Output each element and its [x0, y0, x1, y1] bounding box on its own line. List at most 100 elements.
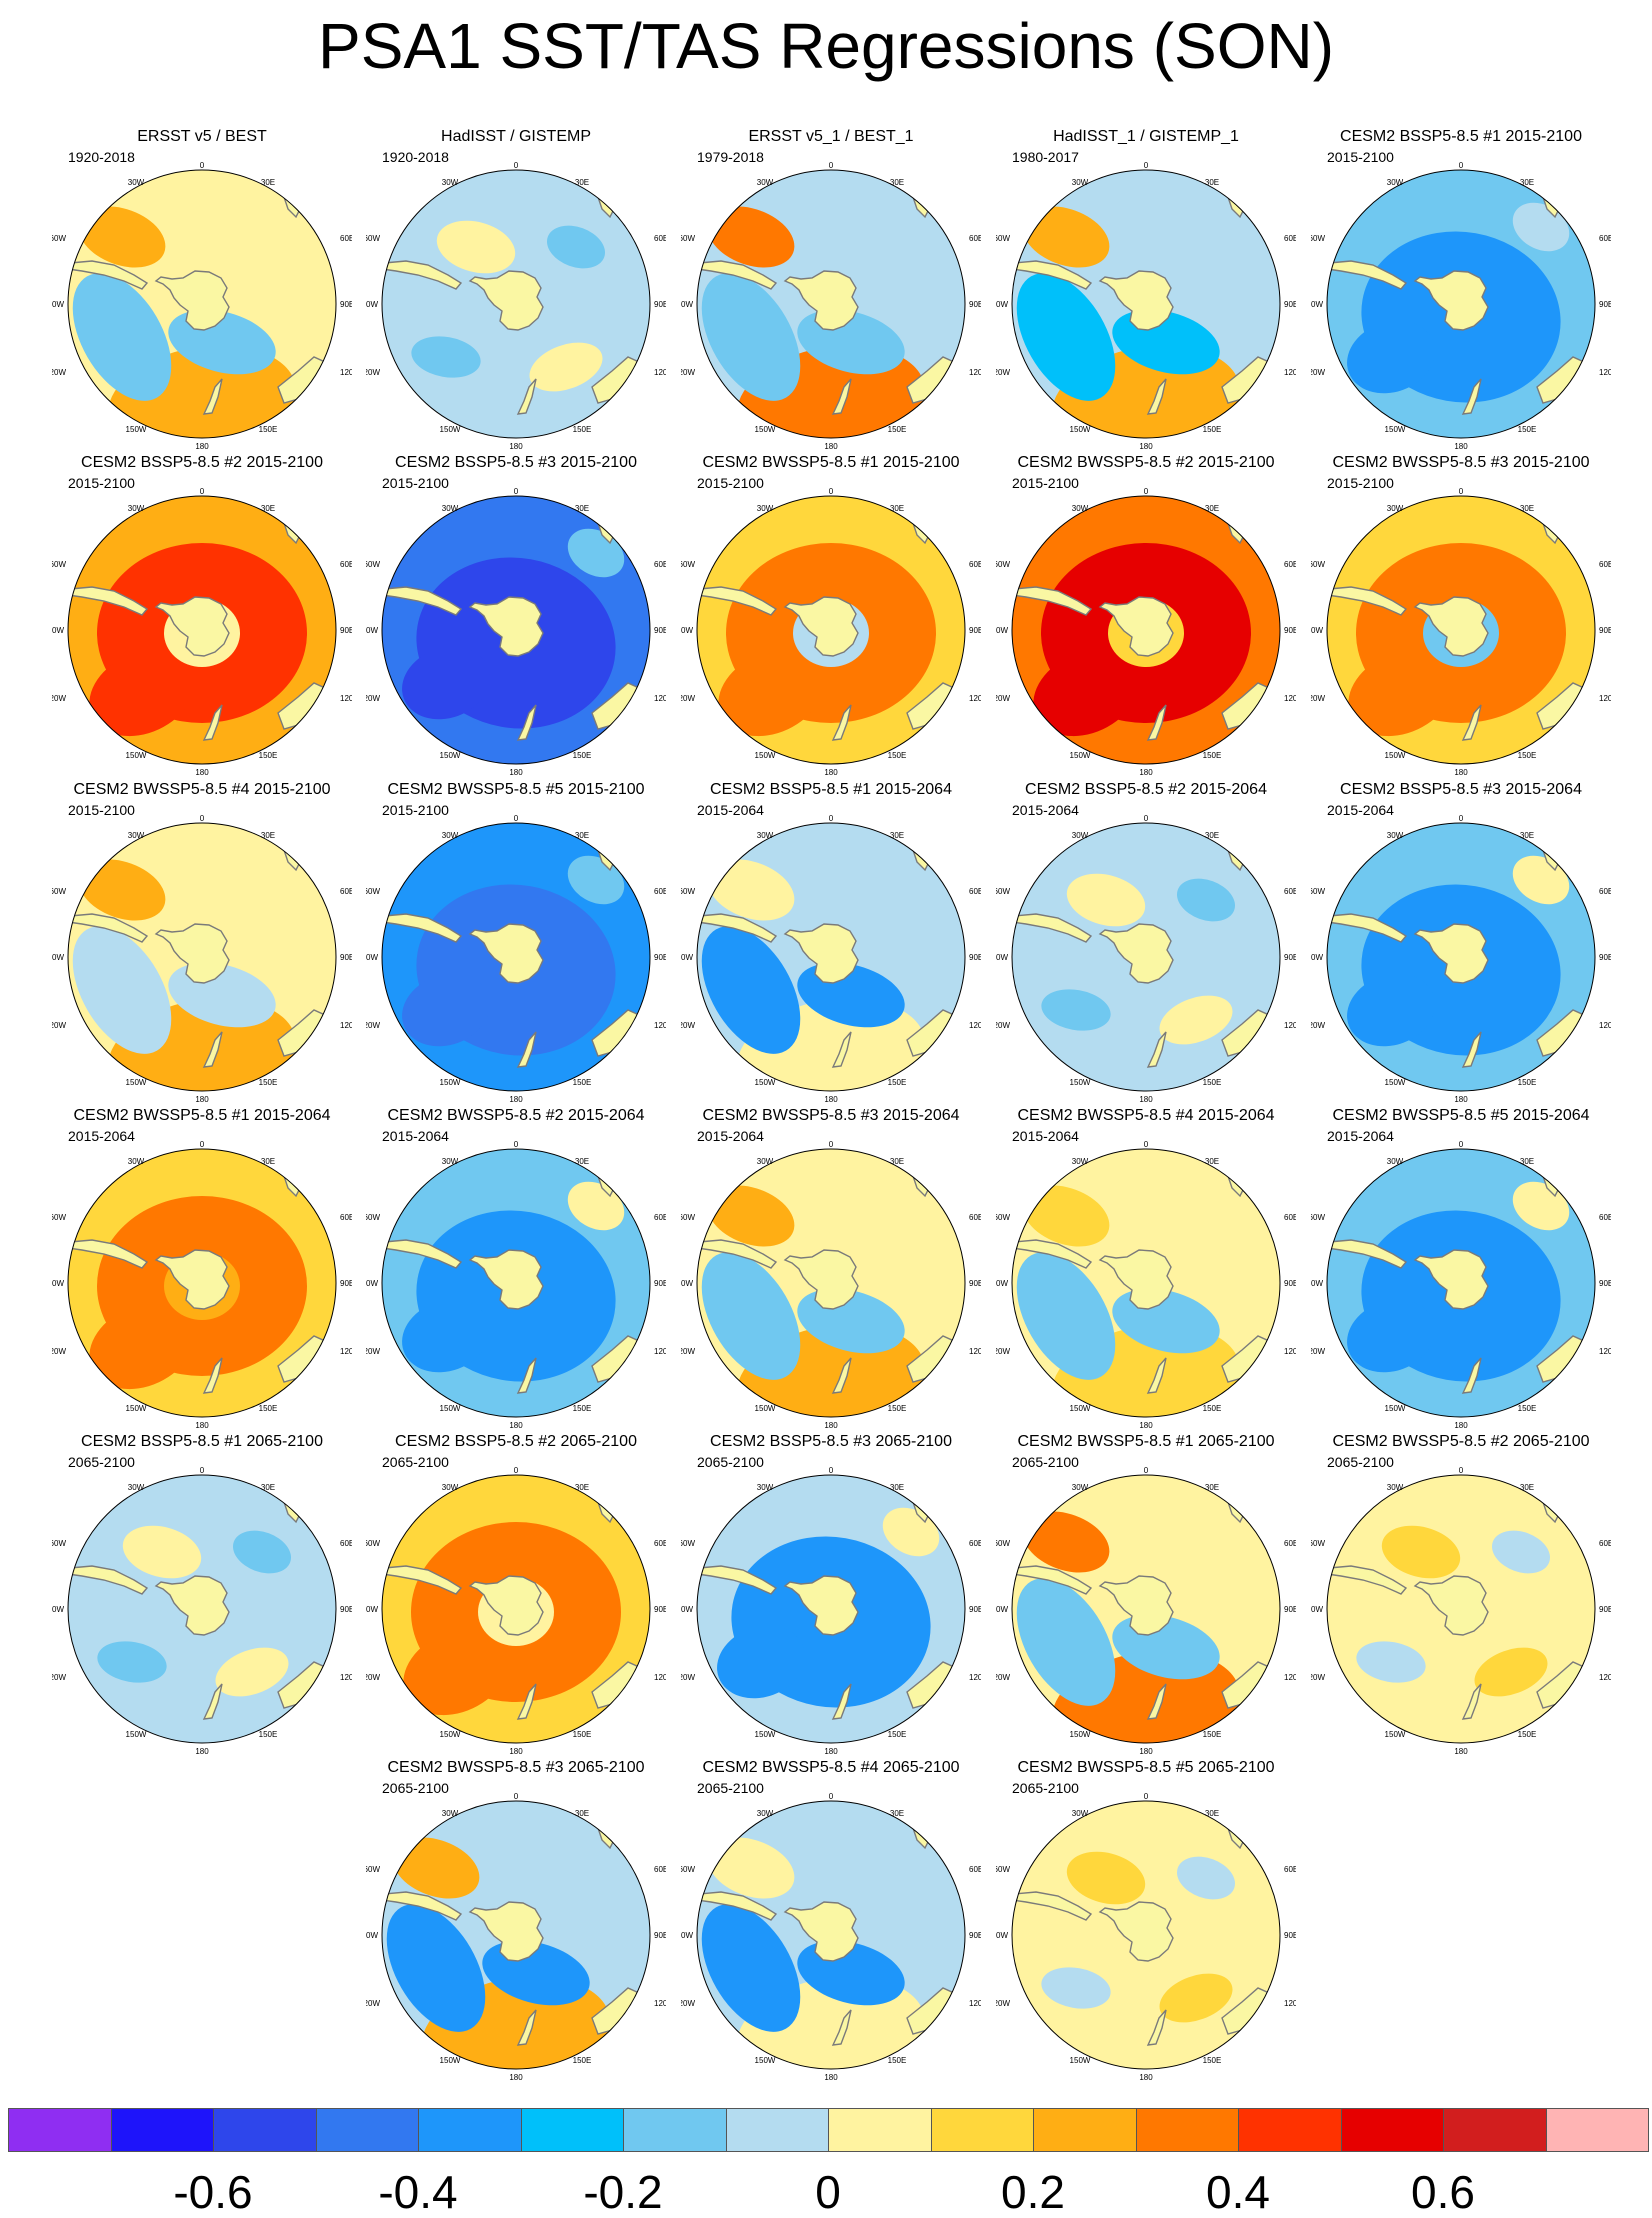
- polar-map: 0 30W 30E 60W 60E 90W 90E 120W 120E 150W 150E 180: [996, 1140, 1296, 1430]
- longitude-label: 90W: [52, 300, 64, 309]
- longitude-label: 150W: [1070, 751, 1091, 760]
- longitude-label: 150E: [1203, 1404, 1222, 1413]
- map-border: [67, 495, 337, 765]
- longitude-label: 150W: [126, 1730, 147, 1739]
- longitude-label: 30W: [1072, 1483, 1089, 1492]
- new-zealand-coastline: [202, 378, 223, 415]
- panel-period: 2065-2100: [382, 1780, 449, 1796]
- antarctica-coastline: [468, 1249, 544, 1310]
- new-zealand-coastline: [1146, 1031, 1167, 1068]
- longitude-label: 120W: [52, 1347, 66, 1356]
- panel-title: HadISST_1 / GISTEMP_1: [1053, 128, 1239, 145]
- longitude-label: 150W: [1385, 425, 1406, 434]
- longitude-label: 60E: [654, 1213, 666, 1222]
- antarctica-coastline: [154, 596, 230, 657]
- longitude-label: 180: [824, 768, 838, 777]
- antarctica-coastline: [1098, 1901, 1174, 1962]
- new-zealand-coastline: [1461, 1357, 1482, 1394]
- map-border: [381, 1474, 651, 1744]
- longitude-label: 180: [195, 1747, 209, 1756]
- south-america-coastline: [68, 913, 149, 943]
- panel-title: CESM2 BSSP5-8.5 #2 2065-2100: [395, 1433, 637, 1450]
- warm-anomaly: [1474, 1647, 1548, 1697]
- new-zealand-coastline: [1461, 1031, 1482, 1068]
- longitude-label: 30W: [128, 504, 145, 513]
- longitude-label: 150E: [259, 1078, 278, 1087]
- longitude-label: 0: [200, 487, 205, 496]
- warm-anomaly: [1066, 873, 1146, 927]
- longitude-label: 120W: [366, 694, 380, 703]
- longitude-label: 30E: [261, 504, 275, 513]
- polar-map: 0 30W 30E 60W 60E 90W 90E 120W 120E 150W 150E 180: [366, 814, 666, 1104]
- colorbar-tick-label: -0.4: [378, 2166, 458, 2218]
- longitude-label: 120W: [996, 368, 1010, 377]
- map-panel: CESM2 BWSSP5-8.5 #1 2015-2064 2015-2064 0 3…: [52, 1106, 352, 1430]
- south-america-coastline: [697, 1239, 778, 1269]
- longitude-label: 90W: [996, 626, 1008, 635]
- longitude-label: 0: [200, 1140, 205, 1149]
- longitude-label: 120W: [681, 1021, 695, 1030]
- antarctica-coastline: [468, 1575, 544, 1636]
- longitude-label: 120E: [340, 368, 352, 377]
- longitude-label: 60W: [996, 887, 1010, 896]
- longitude-label: 30E: [890, 504, 904, 513]
- panel-period: 1979-2018: [697, 149, 764, 165]
- longitude-label: 120W: [681, 694, 695, 703]
- longitude-label: 150W: [1070, 1404, 1091, 1413]
- longitude-label: 0: [200, 814, 205, 823]
- polar-map: 0 30W 30E 60W 60E 90W 90E 120W 120E 150W 150E 180: [996, 161, 1296, 451]
- longitude-label: 30E: [890, 1809, 904, 1818]
- longitude-label: 60E: [1284, 1539, 1296, 1548]
- warm-anomaly: [122, 1525, 202, 1579]
- longitude-label: 60W: [366, 1865, 380, 1874]
- map-panel: CESM2 BWSSP5-8.5 #3 2015-2064 2015-2064 0 3…: [681, 1106, 981, 1430]
- longitude-label: 150E: [573, 1078, 592, 1087]
- warm-anomaly: [1066, 1851, 1146, 1905]
- longitude-label: 30W: [757, 1483, 774, 1492]
- polar-map: 0 30W 30E 60W 60E 90W 90E 120W 120E 150W 150E 180: [52, 1140, 352, 1430]
- polar-map: 0 30W 30E 60W 60E 90W 90E 120W 120E 150W 150E 180: [681, 1466, 981, 1756]
- longitude-label: 180: [195, 768, 209, 777]
- longitude-label: 120W: [681, 368, 695, 377]
- south-america-coastline: [1012, 1891, 1093, 1921]
- panel-period: 1920-2018: [68, 149, 135, 165]
- longitude-label: 120E: [654, 1021, 666, 1030]
- colorbar-tick-label: -0.2: [583, 2166, 663, 2218]
- page-title: PSA1 SST/TAS Regressions (SON): [318, 10, 1334, 82]
- longitude-label: 60E: [340, 234, 352, 243]
- longitude-label: 90W: [681, 300, 693, 309]
- cold-anomaly: [1016, 1578, 1116, 1706]
- longitude-label: 90W: [996, 1605, 1008, 1614]
- polar-map: 0 30W 30E 60W 60E 90W 90E 120W 120E 150W 150E 180: [366, 161, 666, 451]
- cold-anomaly: [1041, 1967, 1111, 2009]
- longitude-label: 90W: [366, 300, 378, 309]
- longitude-label: 120E: [1284, 694, 1296, 703]
- longitude-label: 30E: [1520, 1157, 1534, 1166]
- cold-anomaly: [701, 1904, 801, 2032]
- longitude-label: 120W: [366, 1999, 380, 2008]
- longitude-label: 90E: [1284, 1605, 1296, 1614]
- longitude-label: 90E: [654, 1605, 666, 1614]
- longitude-label: 30E: [1205, 504, 1219, 513]
- longitude-label: 120W: [1311, 694, 1325, 703]
- map-panel: CESM2 BSSP5-8.5 #2 2015-2100 2015-2100 0 30…: [52, 453, 352, 777]
- panel-title: CESM2 BSSP5-8.5 #3 2015-2064: [1340, 781, 1582, 798]
- longitude-label: 150E: [1518, 1730, 1537, 1739]
- warm-anomaly: [89, 649, 195, 737]
- longitude-label: 90E: [1284, 1931, 1296, 1940]
- panel-title: ERSST v5 / BEST: [137, 128, 267, 145]
- south-america-coastline: [1012, 260, 1093, 290]
- new-zealand-coastline: [831, 1031, 852, 1068]
- south-america-coastline: [1327, 586, 1408, 616]
- longitude-label: 30W: [1072, 504, 1089, 513]
- longitude-label: 30E: [575, 178, 589, 187]
- longitude-label: 120E: [969, 1673, 981, 1682]
- longitude-label: 0: [1459, 487, 1464, 496]
- polar-map: 0 30W 30E 60W 60E 90W 90E 120W 120E 150W 150E 180: [52, 487, 352, 777]
- longitude-label: 150E: [1203, 1078, 1222, 1087]
- antarctica-coastline: [1098, 1249, 1174, 1310]
- new-zealand-coastline: [516, 1683, 537, 1720]
- longitude-label: 0: [514, 1466, 519, 1475]
- longitude-label: 120E: [1599, 368, 1611, 377]
- colorbar-swatch: [623, 2108, 727, 2152]
